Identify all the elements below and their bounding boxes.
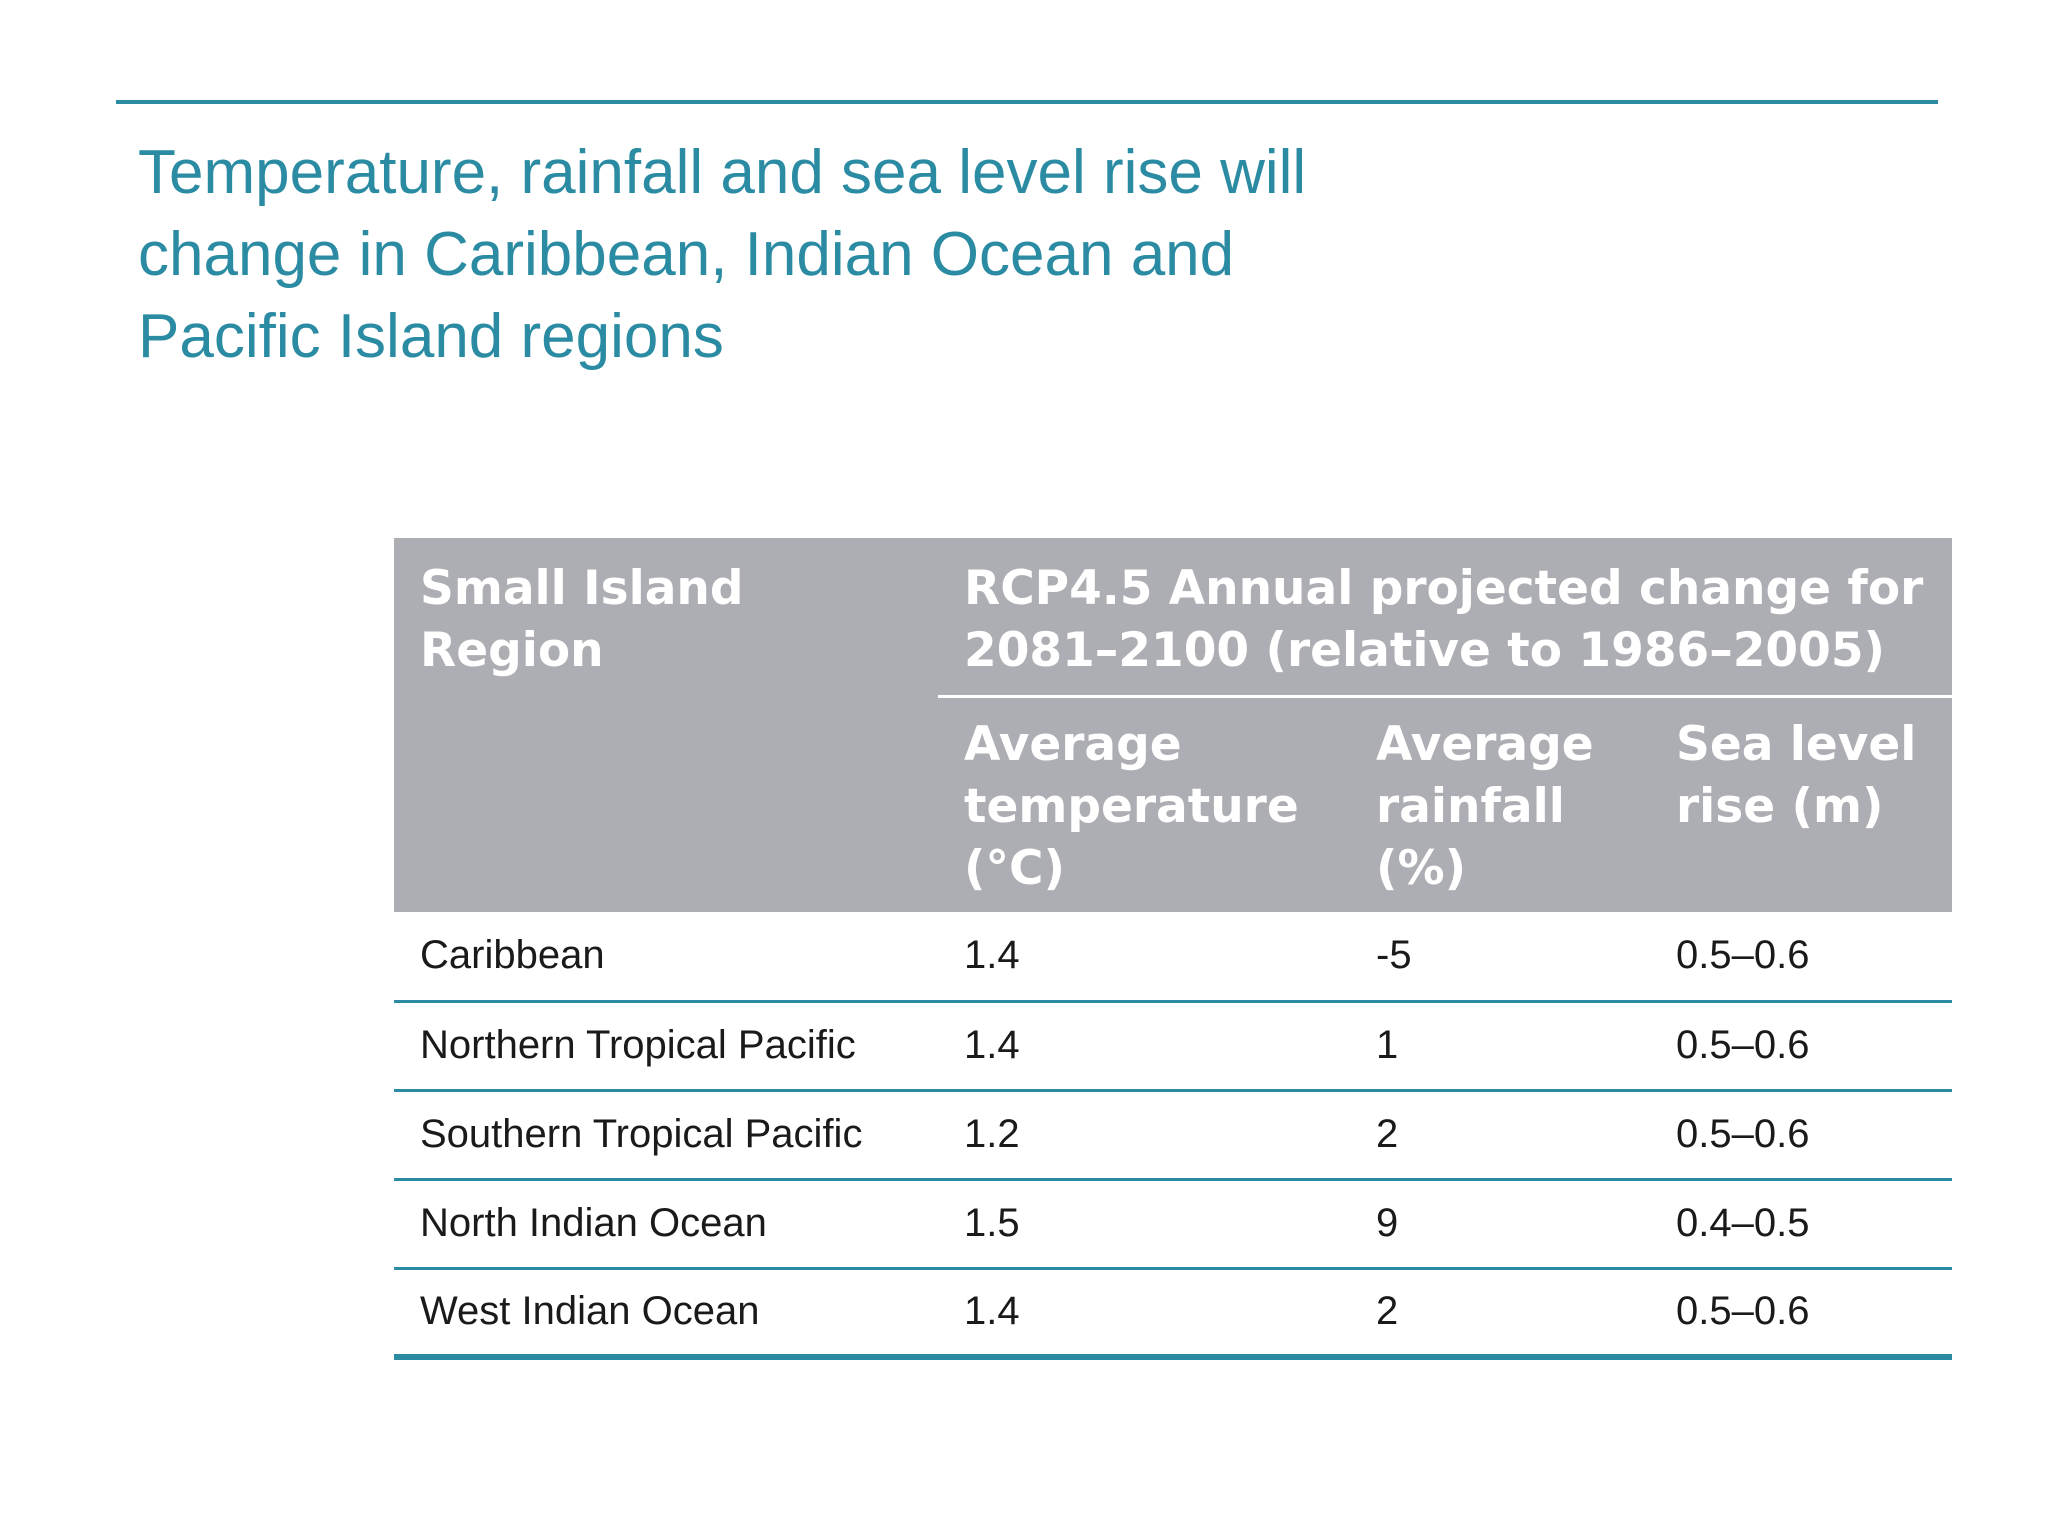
region-cell: West Indian Ocean <box>394 1268 938 1360</box>
temperature-cell: 1.4 <box>938 1268 1350 1360</box>
sea-level-cell: 0.5–0.6 <box>1650 1268 1952 1360</box>
temperature-cell: 1.4 <box>938 912 1350 1003</box>
temperature-cell: 1.5 <box>938 1179 1350 1270</box>
table-row: West Indian Ocean 1.4 2 0.5–0.6 <box>394 1268 1952 1360</box>
rainfall-cell: 2 <box>1350 1090 1650 1181</box>
region-cell: North Indian Ocean <box>394 1179 938 1270</box>
projection-table: Small Island Region RCP4.5 Annual projec… <box>394 538 1952 1360</box>
sea-level-cell: 0.4–0.5 <box>1650 1179 1952 1270</box>
table-row: North Indian Ocean 1.5 9 0.4–0.5 <box>394 1179 1952 1270</box>
sea-level-cell: 0.5–0.6 <box>1650 912 1952 1003</box>
projection-group-header: RCP4.5 Annual projected change for 2081–… <box>938 538 1952 698</box>
slide-title: Temperature, rainfall and sea level rise… <box>138 138 1307 371</box>
rainfall-cell: 2 <box>1350 1268 1650 1360</box>
rainfall-cell: -5 <box>1350 912 1650 1003</box>
top-divider <box>116 100 1938 104</box>
temperature-cell: 1.4 <box>938 1001 1350 1092</box>
region-column-header: Small Island Region <box>394 538 938 912</box>
rainfall-cell: 1 <box>1350 1001 1650 1092</box>
rainfall-cell: 9 <box>1350 1179 1650 1270</box>
region-cell: Southern Tropical Pacific <box>394 1090 938 1181</box>
table-row: Northern Tropical Pacific 1.4 1 0.5–0.6 <box>394 1001 1952 1092</box>
table-body: Caribbean 1.4 -5 0.5–0.6 Northern Tropic… <box>394 912 1952 1360</box>
table-row: Caribbean 1.4 -5 0.5–0.6 <box>394 912 1952 1003</box>
sea-level-column-header: Sea level rise (m) <box>1650 696 1952 912</box>
rainfall-column-header: Average rainfall (%) <box>1350 696 1650 912</box>
table-header: Small Island Region RCP4.5 Annual projec… <box>394 538 1952 912</box>
sea-level-cell: 0.5–0.6 <box>1650 1001 1952 1092</box>
region-cell: Northern Tropical Pacific <box>394 1001 938 1092</box>
table-row: Southern Tropical Pacific 1.2 2 0.5–0.6 <box>394 1090 1952 1181</box>
sea-level-cell: 0.5–0.6 <box>1650 1090 1952 1181</box>
temperature-column-header: Average temperature (°C) <box>938 696 1350 912</box>
temperature-cell: 1.2 <box>938 1090 1350 1181</box>
region-cell: Caribbean <box>394 912 938 1003</box>
